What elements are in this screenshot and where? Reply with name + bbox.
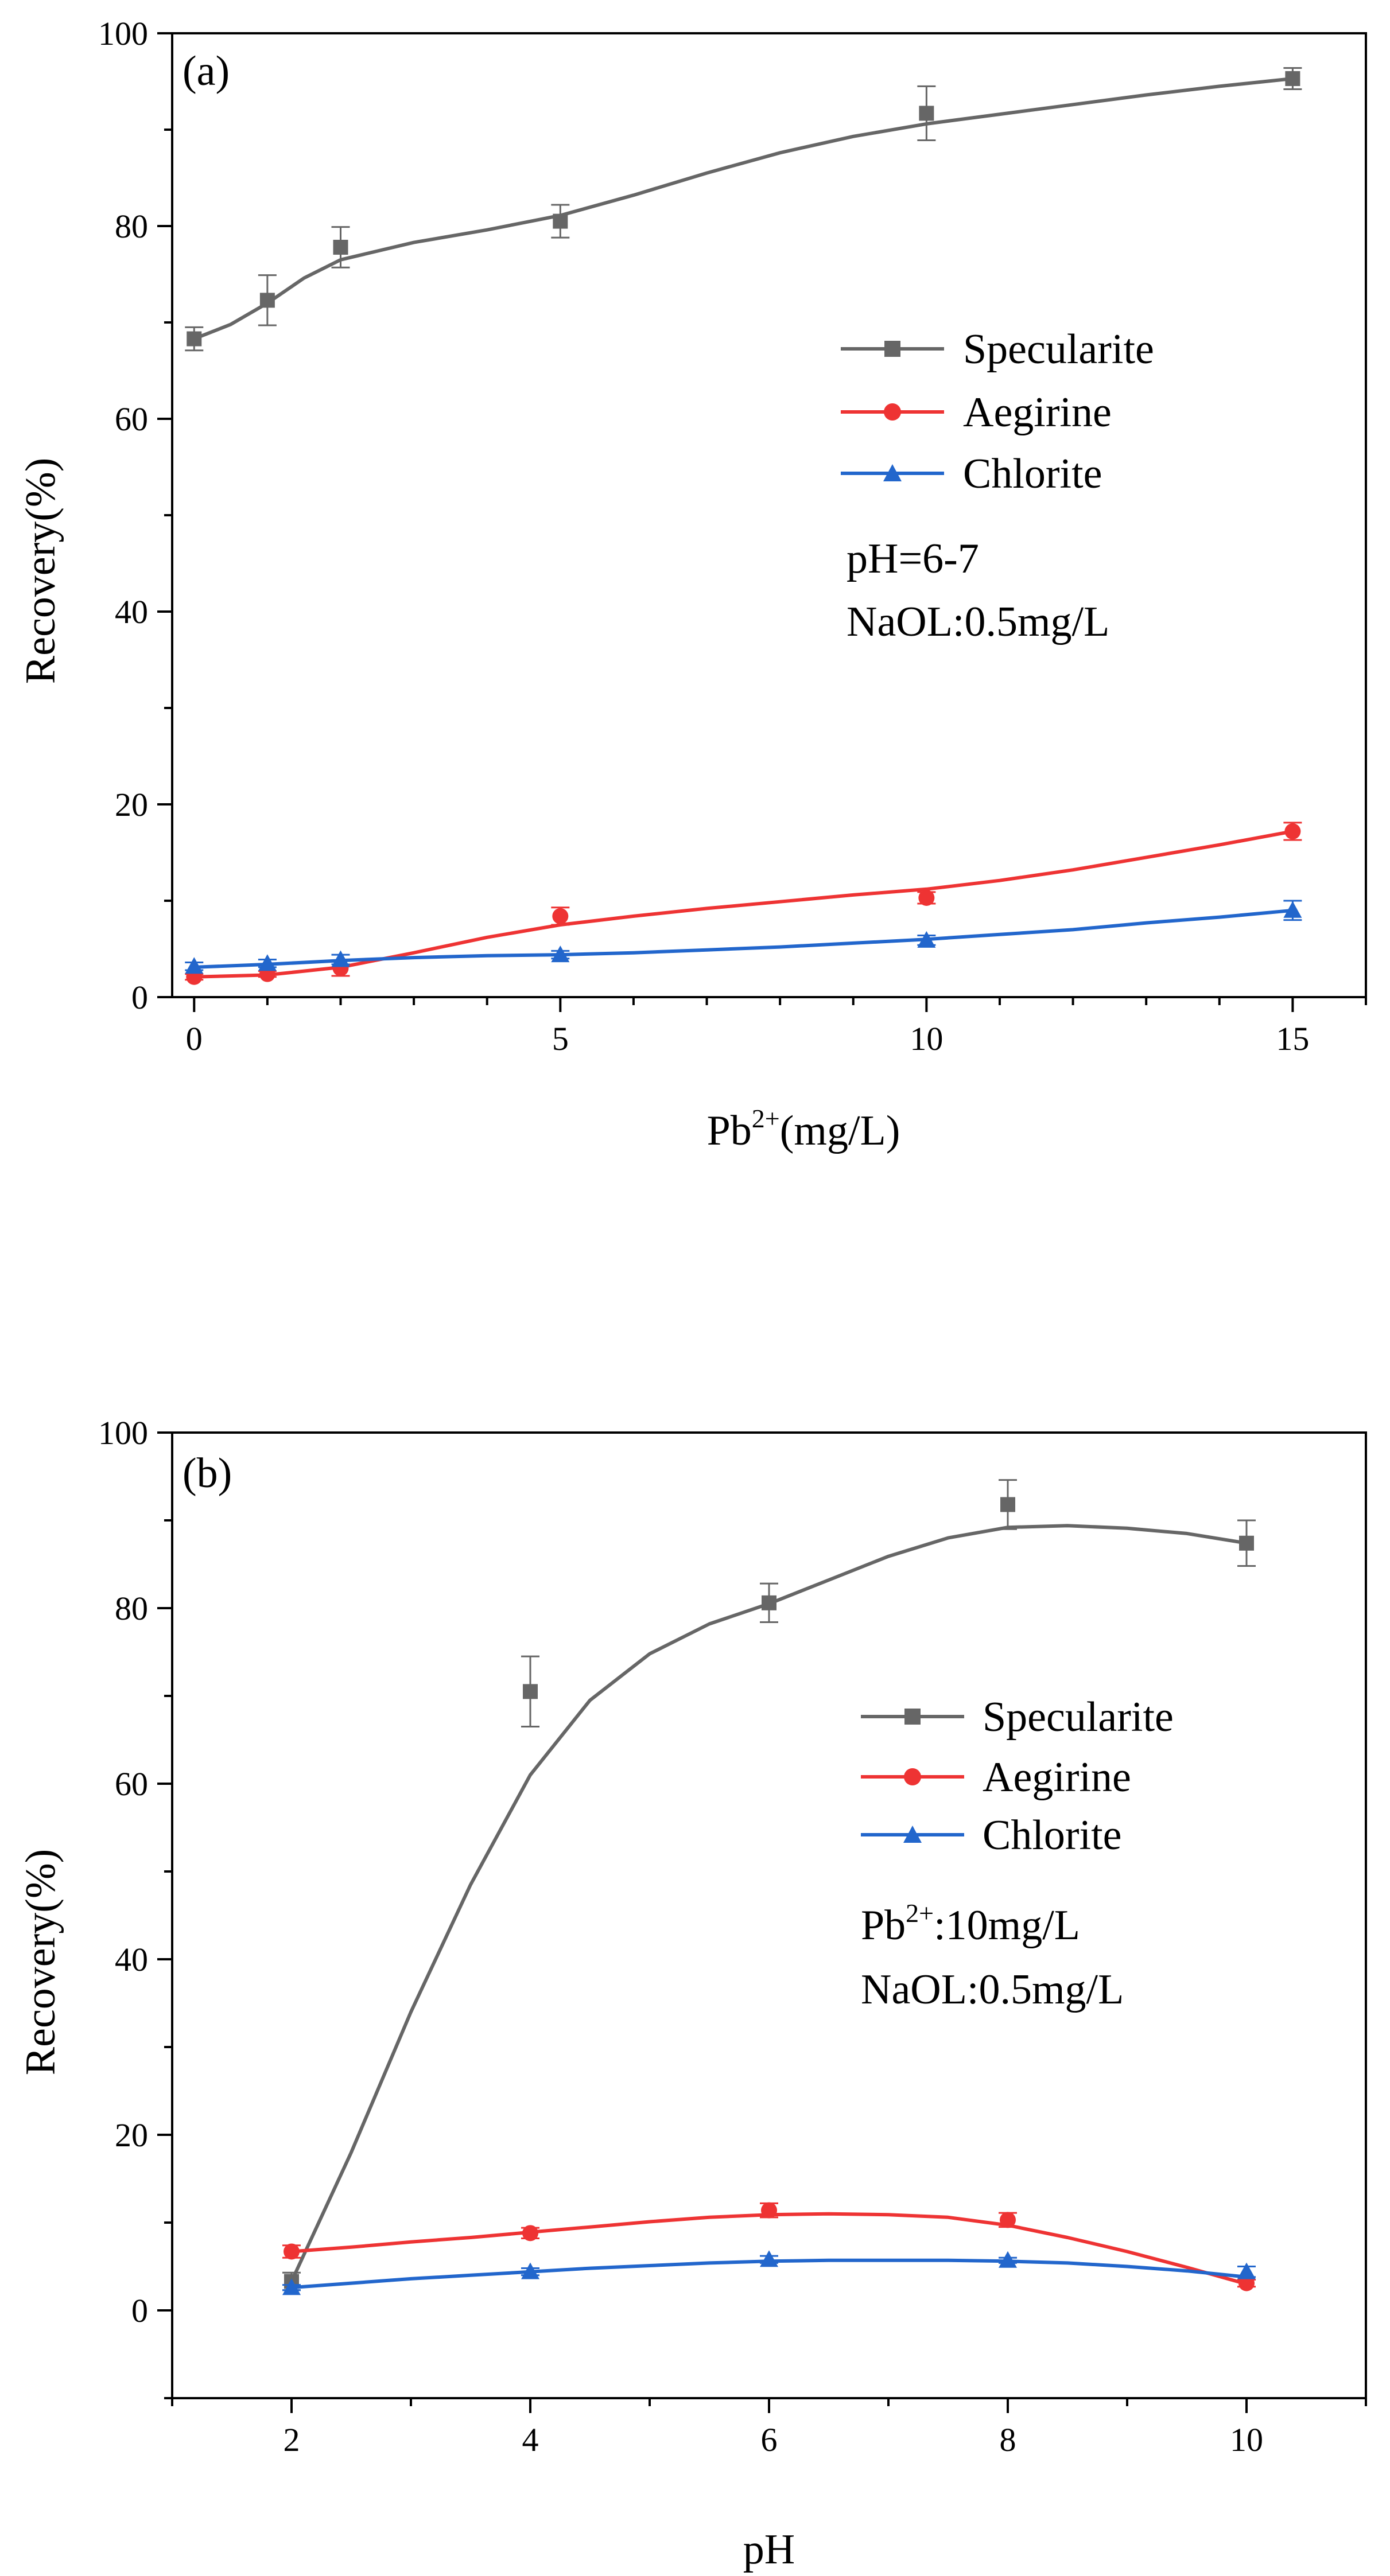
panel-a-label: (a) <box>183 48 230 95</box>
panel-b-x-tick-label: 6 <box>761 2421 778 2458</box>
panel-b-label: (b) <box>183 1450 232 1497</box>
panel-b-y-axis-title: Recovery(%) <box>17 1849 64 2075</box>
panel-b-chlorite-point <box>1237 2262 1256 2279</box>
panel-a-x-tick-label: 0 <box>186 1020 203 1057</box>
panel-a-y-tick-label: 80 <box>115 208 148 245</box>
panel-a-legend-aegirine: Aegirine <box>841 389 1112 436</box>
panel-b-chlorite-point <box>521 2262 539 2279</box>
panel-b-legend-aegirine-label: Aegirine <box>983 1754 1131 1801</box>
panel-b-aegirine-line <box>291 2212 1247 2286</box>
panel-b-annotation-pb: Pb2+:10mg/L <box>861 1898 1080 1949</box>
panel-b-annotation-pb-sup: 2+ <box>906 1898 934 1928</box>
panel-b-chlorite-point <box>999 2251 1017 2268</box>
panel-a-annotation-ph: pH=6-7 <box>847 535 979 582</box>
panel-a-aegirine-line <box>194 830 1293 979</box>
panel-b-legend: Specularite Aegirine Chlorite <box>861 1694 1174 1859</box>
panel-a-specularite-point <box>553 213 568 229</box>
panel-b-y-tick-label: 20 <box>115 2116 148 2154</box>
panel-a-y-tick-label: 20 <box>115 786 148 823</box>
panel-b-y-tick-label: 80 <box>115 1590 148 1627</box>
panel-b-annotation-naol: NaOL:0.5mg/L <box>861 1966 1124 2013</box>
panel-b-legend-aegirine-marker <box>904 1768 921 1785</box>
panel-a-legend-chlorite-label: Chlorite <box>963 450 1102 497</box>
panel-a-legend-aegirine-label: Aegirine <box>963 389 1112 436</box>
panel-a-x-axis-title-sup: 2+ <box>752 1104 780 1133</box>
panel-a-x-tick-label: 15 <box>1276 1020 1309 1057</box>
panel-a-plot-area: 0 5 10 15 0 20 40 60 80 100 <box>98 15 1367 1057</box>
panel-b-legend-aegirine: Aegirine <box>861 1754 1131 1801</box>
panel-a-legend-specularite-marker <box>884 341 900 357</box>
panel-b-annotation-pb-value: :10mg/L <box>934 1902 1080 1949</box>
panel-a-frame <box>171 32 1367 998</box>
panel-a-chlorite-point <box>185 957 204 974</box>
panel-b-aegirine-point <box>1000 2212 1016 2228</box>
panel-b-x-tick-label: 4 <box>522 2421 539 2458</box>
panel-a-annotation-naol: NaOL:0.5mg/L <box>847 598 1109 645</box>
panel-b-x-tick-label: 2 <box>284 2421 300 2458</box>
panel-a-specularite-line <box>193 77 1293 341</box>
panel-a-x-tick-label: 5 <box>552 1020 569 1057</box>
panel-b-x-axis-title: pH <box>743 2526 795 2573</box>
panel-a-specularite-point <box>259 293 275 308</box>
panel-b-y-tick-label: 100 <box>98 1414 148 1452</box>
panel-a-chlorite-point <box>551 945 570 963</box>
panel-a-legend: Specularite Aegirine Chlorite <box>841 326 1154 497</box>
panel-a-y-tick-label: 40 <box>115 593 148 631</box>
panel-b-aegirine-point <box>761 2202 777 2219</box>
panel-b-chlorite-point <box>282 2278 301 2295</box>
panel-b-y-tick-label: 0 <box>131 2292 148 2329</box>
panel-a-specularite-point <box>187 331 202 347</box>
panel-b-chlorite-point <box>760 2250 778 2267</box>
panel-a-aegirine-point <box>1284 823 1301 840</box>
panel-a-specularite-point <box>333 239 348 255</box>
panel-b-specularite-point <box>762 1595 776 1610</box>
panel-b-specularite-line <box>290 1524 1247 2282</box>
panel-b-specularite-point <box>1000 1497 1015 1512</box>
panel-b-specularite-point <box>1239 1535 1254 1551</box>
panel-a-legend-chlorite: Chlorite <box>841 450 1102 497</box>
panel-b-legend-chlorite-marker <box>903 1826 922 1843</box>
panel-a-aegirine-point <box>552 908 569 924</box>
panel-b-y-tick-label: 40 <box>115 1941 148 1978</box>
panel-a-y-tick-label: 0 <box>131 979 148 1016</box>
panel-a-specularite-point <box>1285 71 1300 86</box>
panel-a-chlorite-point <box>917 931 936 948</box>
panel-a-y-tick-label: 100 <box>98 15 148 52</box>
panel-b-legend-specularite-label: Specularite <box>983 1694 1174 1741</box>
panel-a-y-axis-title: Recovery(%) <box>17 458 64 684</box>
panel-a-chlorite-line <box>194 908 1293 969</box>
panel-a-x-axis-title-base: Pb <box>707 1107 752 1154</box>
panel-a-y-tick-label: 60 <box>115 400 148 438</box>
panel-a-legend-chlorite-marker <box>883 464 902 481</box>
panel-b-legend-chlorite-label: Chlorite <box>983 1812 1122 1859</box>
panel-a-legend-specularite: Specularite <box>841 326 1154 373</box>
panel-b-x-tick-label: 10 <box>1230 2421 1263 2458</box>
panel-b-legend-specularite: Specularite <box>861 1694 1174 1741</box>
panel-b-legend-chlorite: Chlorite <box>861 1812 1122 1859</box>
panel-b-x-tick-label: 8 <box>1000 2421 1016 2458</box>
panel-a-legend-aegirine-marker <box>884 403 901 421</box>
panel-b-aegirine-point <box>284 2243 300 2260</box>
panel-a-chlorite-point <box>1283 901 1302 918</box>
panel-a-chlorite-point <box>331 950 350 967</box>
panel-b-legend-specularite-marker <box>904 1709 921 1725</box>
panel-b-y-tick-label: 60 <box>115 1765 148 1803</box>
panel-b-annotation-pb-base: Pb <box>861 1902 906 1949</box>
panel-b-aegirine-point <box>522 2225 538 2242</box>
panel-a-x-axis-title: Pb2+(mg/L) <box>707 1104 900 1154</box>
panel-a-x-axis-title-unit: (mg/L) <box>780 1107 900 1154</box>
panel-b-specularite-point <box>523 1684 538 1699</box>
panel-a-aegirine-point <box>918 889 935 906</box>
panel-a-chart: 0 5 10 15 0 20 40 60 80 100 (a) Recovery(%) Pb2+(… <box>17 15 1367 1154</box>
panel-a-chlorite-point <box>258 954 277 971</box>
panel-a-x-tick-label: 10 <box>910 1020 943 1057</box>
panel-a-legend-specularite-label: Specularite <box>963 326 1154 373</box>
panel-a-specularite-point <box>919 106 934 121</box>
